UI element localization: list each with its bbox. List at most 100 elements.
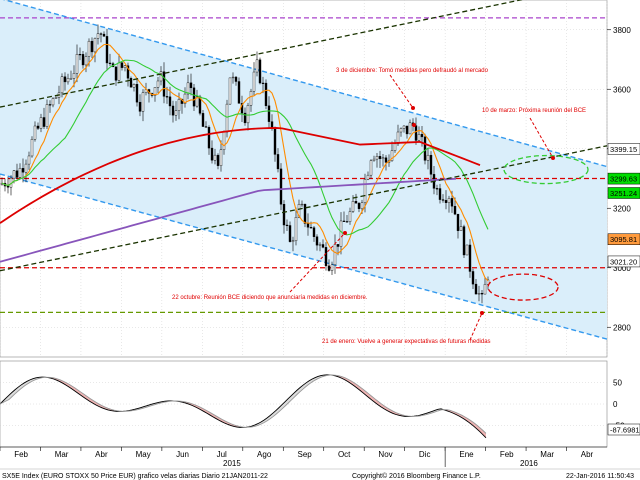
- x-tick-label: Dic: [419, 450, 431, 459]
- x-tick-label: Nov: [378, 450, 392, 459]
- candle-body: [420, 134, 424, 138]
- candle-body: [447, 198, 451, 203]
- price-label-box: [607, 255, 640, 268]
- annotation-oct22: 22 octubre: Reunión BCE diciendo que anu…: [172, 295, 368, 301]
- candle-body: [24, 163, 28, 173]
- annotation-markups: [289, 74, 589, 341]
- oscillator-fill-segment: [24, 381, 27, 387]
- channel-lower-line: [0, 173, 607, 340]
- candle-body: [75, 54, 79, 74]
- candle-body: [465, 244, 469, 256]
- candle-body: [273, 127, 277, 155]
- candle-body: [324, 247, 328, 267]
- x-tick-label: Ene: [459, 450, 474, 459]
- candle-body: [153, 87, 157, 96]
- candle-body: [354, 201, 358, 204]
- oscillator-fill-segment: [267, 415, 270, 421]
- candle-body: [252, 71, 256, 92]
- candle-body: [267, 105, 271, 122]
- candle-body: [393, 143, 397, 151]
- candle-body: [429, 154, 433, 175]
- oscillator-fill-segment: [216, 415, 219, 421]
- channel-lines: [0, 0, 607, 340]
- candle-body: [81, 54, 85, 66]
- oscillator-fill-segment: [9, 392, 12, 400]
- candle-body: [468, 244, 472, 272]
- price-label-text: 3095.81: [610, 235, 637, 244]
- annotation-arrow-head: [343, 231, 347, 235]
- oscillator-fill-segment: [477, 425, 480, 432]
- x-tick-label: Jun: [176, 450, 189, 459]
- candle-body: [426, 154, 430, 161]
- oscillator-fill-segment: [15, 387, 18, 394]
- candle-body: [417, 134, 421, 141]
- candle-body: [204, 126, 208, 128]
- ellipse-green: [503, 154, 589, 185]
- oscillator-fill-segment: [471, 420, 474, 427]
- candle-body: [120, 62, 124, 68]
- annotation-jan21: 21 de enero: Vuelve a generar expectativ…: [322, 339, 491, 345]
- footer-left: SX5E Index (EURO STOXX 50 Price EUR) gra…: [2, 473, 268, 480]
- oscillator-fill-segment: [348, 379, 351, 384]
- oscillator-fill-segment: [198, 406, 201, 410]
- candle-body: [174, 110, 178, 116]
- oscillator-fill-segment: [294, 390, 297, 398]
- annotation-arrow-head: [411, 106, 415, 110]
- oscillator-fill-segment: [363, 389, 366, 396]
- y-tick-label: 3200: [613, 204, 631, 213]
- candle-body: [132, 84, 136, 88]
- candle-body: [318, 244, 322, 246]
- oscillator-fill-segment: [306, 380, 309, 387]
- oscillator-y-axis: 500-50: [613, 379, 625, 431]
- candle-body: [189, 82, 193, 89]
- candle-body: [369, 160, 373, 176]
- x-axis: Feb Mar Abr May Jun Jul Ago Sep Oct Nov Dic Ene Feb M…: [0, 446, 607, 468]
- candle-body: [360, 202, 364, 209]
- candle-body: [264, 82, 268, 107]
- oscillator-last-value-text: -87.6981: [610, 426, 640, 435]
- x-tick-label: Jul: [217, 450, 227, 459]
- oscillator-fill-segment: [201, 407, 204, 412]
- oscillator-fill-segment: [462, 415, 465, 420]
- annotation-arrow-head: [551, 156, 555, 160]
- candle-body: [435, 188, 439, 190]
- oscillator-fill-segment: [351, 380, 354, 386]
- candle-body: [300, 203, 304, 206]
- candle-body: [63, 76, 67, 83]
- candle-body: [138, 101, 142, 112]
- candle-body: [162, 71, 166, 97]
- oscillator-fill-segment: [378, 401, 381, 407]
- candle-body: [270, 121, 274, 129]
- moving-average-long: [0, 177, 457, 263]
- trend-line-lower: [0, 145, 607, 272]
- candle-body: [48, 104, 52, 106]
- candle-body: [390, 150, 394, 161]
- candle-body: [84, 56, 88, 66]
- candle-body: [72, 73, 76, 79]
- x-tick-label: Mar: [540, 450, 554, 459]
- candle-body: [282, 204, 286, 226]
- candle-body: [351, 201, 355, 212]
- candle-body: [477, 292, 481, 295]
- candle-body: [42, 117, 46, 127]
- candle-body: [453, 206, 457, 215]
- y-tick-label: 3800: [613, 26, 631, 35]
- candle-body: [456, 213, 460, 231]
- oscillator-fill-segment: [264, 417, 267, 423]
- candle-body: [444, 200, 448, 203]
- oscillator-fill-segment: [18, 385, 21, 392]
- price-label-text: 3299.63: [610, 175, 637, 184]
- candle-body: [249, 91, 253, 106]
- candle-body: [384, 157, 388, 163]
- candle-body: [201, 113, 205, 127]
- oscillator-fill-segment: [69, 384, 72, 390]
- oscillator-fill-segment: [21, 383, 24, 389]
- candle-body: [297, 204, 301, 218]
- oscillator-fill-segment: [81, 392, 84, 398]
- candle-body: [375, 156, 379, 160]
- oscillator-fill-segment: [309, 379, 312, 385]
- oscillator-fill-segment: [273, 410, 276, 417]
- year-label: 2016: [520, 459, 538, 468]
- moving-average-200: [0, 127, 481, 224]
- footer-center: Copyright© 2016 Bloomberg Finance L.P.: [352, 472, 481, 480]
